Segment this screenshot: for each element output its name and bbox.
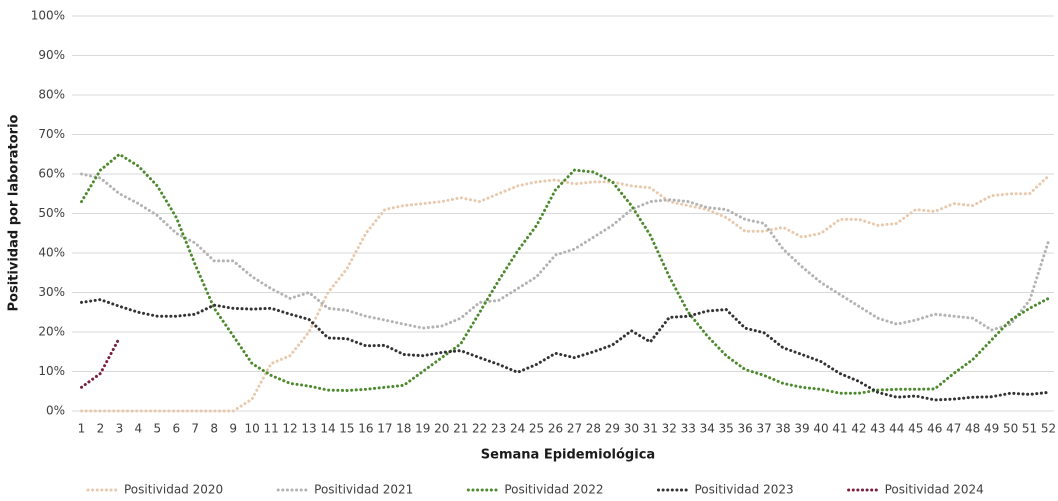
x-tick-label: 2 [97,422,105,436]
x-tick-label: 45 [908,422,923,436]
x-tick-label: 27 [567,422,582,436]
x-tick-label: 47 [946,422,961,436]
y-tick-label: 70% [38,127,65,141]
y-axis-title: Positividad por laboratorio [7,114,22,311]
x-tick-label: 25 [529,422,544,436]
x-tick-label: 35 [719,422,734,436]
y-tick-label: 20% [38,325,65,339]
legend-label: Positividad 2020 [124,483,223,497]
x-tick-label: 43 [870,422,885,436]
x-tick-label: 16 [358,422,373,436]
x-tick-label: 39 [794,422,809,436]
y-tick-label: 10% [38,364,65,378]
x-tick-label: 50 [1003,422,1018,436]
series-line [80,172,1050,332]
y-tick-label: 30% [38,285,65,299]
x-tick-label: 36 [737,422,752,436]
x-tick-label: 49 [984,422,999,436]
y-tick-label: 90% [38,48,65,62]
x-tick-label: 5 [154,422,162,436]
x-tick-label: 34 [700,422,715,436]
x-tick-label: 17 [377,422,392,436]
x-tick-label: 6 [172,422,180,436]
x-tick-label: 20 [434,422,449,436]
x-tick-label: 11 [263,422,278,436]
x-tick-label: 32 [662,422,677,436]
x-tick-label: 3 [116,422,124,436]
x-tick-label: 19 [415,422,430,436]
x-tick-label: 44 [889,422,904,436]
x-tick-label: 18 [396,422,411,436]
series-line [80,336,121,389]
legend-label: Positividad 2021 [314,483,413,497]
x-tick-label: 9 [229,422,237,436]
x-tick-label: 12 [282,422,297,436]
legend-label: Positividad 2022 [504,483,603,497]
x-tick-label: 33 [681,422,696,436]
x-tick-label: 21 [453,422,468,436]
x-tick-label: 41 [832,422,847,436]
x-tick-label: 26 [548,422,563,436]
legend: Positividad 2020 Positividad 2021 Positivi… [86,483,984,497]
x-tick-label: 8 [210,422,218,436]
x-tick-label: 52 [1041,422,1056,436]
x-tick-label: 13 [301,422,316,436]
x-tick-label: 22 [472,422,487,436]
x-tick-label: 42 [851,422,866,436]
x-tick-label: 48 [965,422,980,436]
series-line [80,174,1050,413]
x-tick-label: 30 [624,422,639,436]
x-tick-label: 40 [813,422,828,436]
y-tick-label: 60% [38,167,65,181]
series-line [80,152,1050,395]
x-tick-label: 29 [605,422,620,436]
x-tick-label: 4 [135,422,143,436]
x-tick-label: 31 [643,422,658,436]
x-tick-label: 38 [775,422,790,436]
x-tick-label: 24 [510,422,525,436]
x-tick-label: 37 [756,422,771,436]
x-tick-label: 28 [586,422,601,436]
x-tick-label: 15 [339,422,354,436]
legend-label: Positividad 2024 [885,483,984,497]
x-tick-label: 10 [244,422,259,436]
x-tick-label: 23 [491,422,506,436]
y-tick-label: 50% [38,206,65,220]
y-tick-label: 80% [38,88,65,102]
y-tick-label: 100% [31,9,65,23]
x-tick-label: 51 [1022,422,1037,436]
x-axis-title: Semana Epidemiológica [481,448,655,463]
x-tick-label: 14 [320,422,335,436]
legend-label: Positividad 2023 [694,483,793,497]
x-tick-label: 1 [78,422,86,436]
x-tick-label: 46 [927,422,942,436]
x-tick-label: 7 [191,422,199,436]
series-line [80,298,1050,402]
y-tick-label: 40% [38,246,65,260]
y-tick-label: 0% [46,404,65,418]
